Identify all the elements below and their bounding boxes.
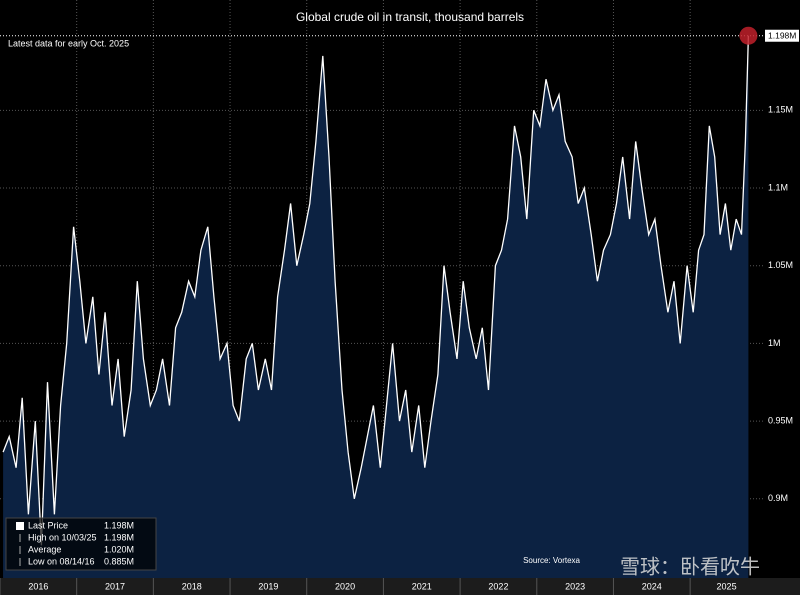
x-axis-band	[0, 578, 800, 595]
x-tick-label: 2023	[565, 581, 585, 591]
last-label: 1.198M	[768, 30, 796, 40]
legend-value: 1.020M	[104, 544, 134, 554]
x-tick-label: 2017	[105, 581, 125, 591]
legend-value: 1.198M	[104, 520, 134, 530]
x-tick-label: 2024	[642, 581, 662, 591]
plot-area	[0, 0, 763, 578]
x-tick-label: 2021	[412, 581, 432, 591]
last-label-box	[765, 29, 799, 42]
legend-label: High on 10/03/25	[28, 532, 97, 542]
x-tick-label: 2022	[488, 581, 508, 591]
legend-label: Low on 08/14/16	[28, 556, 95, 566]
x-tick-label: 2019	[258, 581, 278, 591]
y-tick-label: 1.1M	[768, 182, 788, 192]
y-tick-label: 1M	[768, 338, 781, 348]
watermark: 雪球：卧看吹牛	[620, 555, 760, 578]
x-tick-label: 2018	[182, 581, 202, 591]
y-tick-label: 1.05M	[768, 260, 793, 270]
y-tick-label: 0.95M	[768, 415, 793, 425]
legend-label: Last Price	[28, 520, 68, 530]
last-marker	[739, 26, 758, 45]
legend-value: 0.885M	[104, 556, 134, 566]
area	[3, 35, 749, 578]
y-tick-label: 1.15M	[768, 105, 793, 115]
line	[2, 35, 750, 546]
chart-title: Global crude oil in transit, thousand ba…	[296, 10, 524, 24]
legend-swatch	[16, 522, 24, 530]
x-tick-label: 2016	[28, 581, 48, 591]
legend-box	[5, 517, 157, 571]
legend-value: 1.198M	[104, 532, 134, 542]
x-tick-label: 2020	[335, 581, 355, 591]
legend: Last Price 1.198M High on 10/03/25 1.198M Av…	[16, 520, 134, 566]
subtitle: Latest data for early Oct. 2025	[8, 38, 129, 48]
y-tick-label: 0.9M	[768, 493, 788, 503]
x-tick-label: 2025	[717, 581, 737, 591]
legend-label: Average	[28, 544, 61, 554]
source: Source: Vortexa	[523, 556, 580, 565]
